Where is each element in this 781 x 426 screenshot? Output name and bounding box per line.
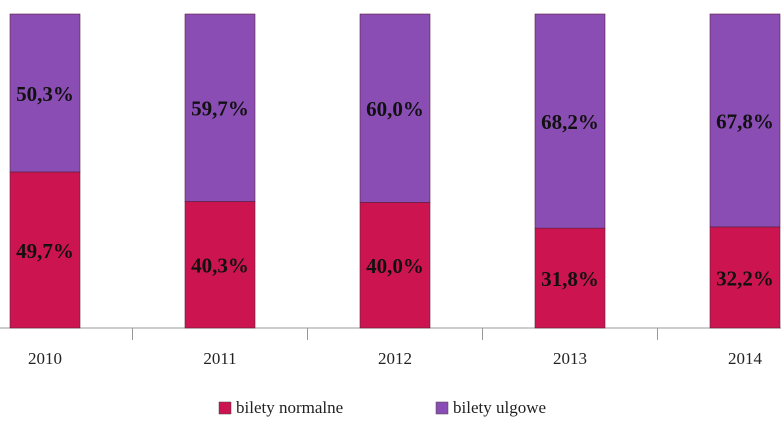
bar-segment <box>9 13 81 173</box>
bar-segment <box>9 171 81 329</box>
legend-label: bilety normalne <box>236 398 343 417</box>
legend-swatch <box>218 401 232 415</box>
value-label: 50,3% <box>16 82 74 106</box>
legend-swatch <box>435 401 449 415</box>
x-tick-label: 2013 <box>553 349 587 368</box>
x-tick-label: 2012 <box>378 349 412 368</box>
x-tick-label: 2010 <box>28 349 62 368</box>
bar-segment <box>534 13 606 229</box>
bar-segment <box>709 13 781 228</box>
value-label: 40,0% <box>366 254 424 278</box>
legend-label: bilety ulgowe <box>453 398 546 417</box>
value-label: 32,2% <box>716 266 774 290</box>
value-label: 60,0% <box>366 97 424 121</box>
bar-segment <box>184 13 256 202</box>
bar-segment <box>534 227 606 329</box>
value-label: 59,7% <box>191 97 249 121</box>
bar-segment <box>359 202 431 329</box>
bar-segment <box>709 226 781 329</box>
x-tick-label: 2011 <box>203 349 236 368</box>
value-label: 67,8% <box>716 109 774 133</box>
value-label: 49,7% <box>16 239 74 263</box>
value-label: 40,3% <box>191 254 249 278</box>
x-tick-label: 2014 <box>728 349 763 368</box>
value-label: 31,8% <box>541 267 599 291</box>
bar-segment <box>184 201 256 329</box>
bar-segment <box>359 13 431 203</box>
value-label: 68,2% <box>541 110 599 134</box>
